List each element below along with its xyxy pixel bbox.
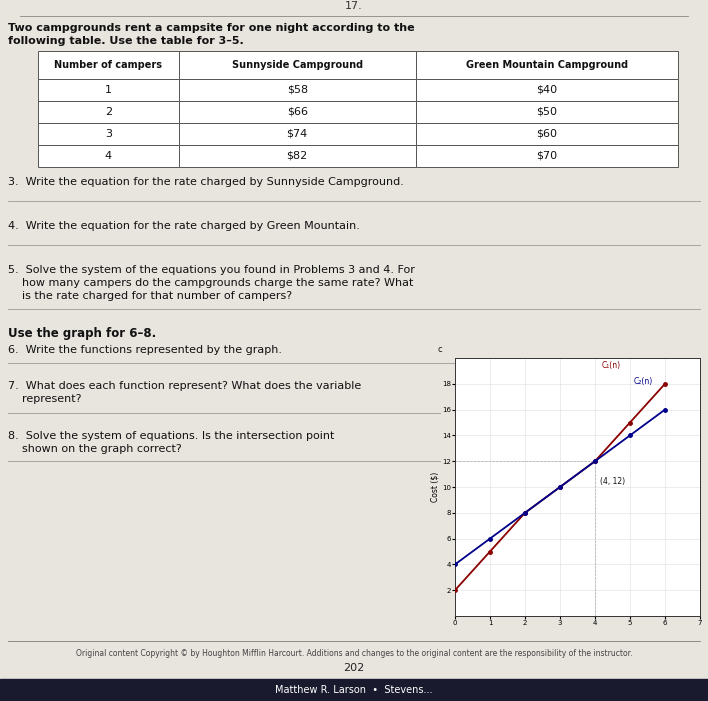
Text: $66: $66 xyxy=(287,107,308,117)
Y-axis label: Cost ($): Cost ($) xyxy=(430,472,439,502)
Text: Number of Dogs Walked: Number of Dogs Walked xyxy=(514,483,636,492)
Text: $70: $70 xyxy=(536,151,557,161)
Bar xyxy=(38,51,179,79)
Text: 4: 4 xyxy=(105,151,112,161)
Text: 5.  Solve the system of the equations you found in Problems 3 and 4. For: 5. Solve the system of the equations you… xyxy=(8,265,415,275)
Text: how many campers do the campgrounds charge the same rate? What: how many campers do the campgrounds char… xyxy=(8,278,413,288)
Bar xyxy=(179,145,416,167)
Bar xyxy=(38,101,179,123)
Text: 3: 3 xyxy=(105,129,112,139)
Text: Green Mountain Campground: Green Mountain Campground xyxy=(466,60,628,70)
Text: 2: 2 xyxy=(105,107,112,117)
Text: Original content Copyright © by Houghton Mifflin Harcourt. Additions and changes: Original content Copyright © by Houghton… xyxy=(76,649,632,658)
Bar xyxy=(416,101,678,123)
Text: 1: 1 xyxy=(105,85,112,95)
Bar xyxy=(179,51,416,79)
Text: 202: 202 xyxy=(343,663,365,673)
Text: shown on the graph correct?: shown on the graph correct? xyxy=(8,444,182,454)
Text: Sunnyside Campground: Sunnyside Campground xyxy=(232,60,362,70)
Text: c: c xyxy=(438,345,442,353)
Bar xyxy=(416,79,678,101)
Bar xyxy=(416,145,678,167)
Text: 3.  Write the equation for the rate charged by Sunnyside Campground.: 3. Write the equation for the rate charg… xyxy=(8,177,404,187)
Text: C₁(n): C₁(n) xyxy=(602,361,621,370)
Text: Use the graph for 6–8.: Use the graph for 6–8. xyxy=(8,327,156,340)
Bar xyxy=(38,123,179,145)
Text: n: n xyxy=(707,628,708,637)
Bar xyxy=(179,79,416,101)
Text: $82: $82 xyxy=(287,151,308,161)
Text: following table. Use the table for 3–5.: following table. Use the table for 3–5. xyxy=(8,36,244,46)
Text: 8.  Solve the system of equations. Is the intersection point: 8. Solve the system of equations. Is the… xyxy=(8,431,334,441)
Bar xyxy=(38,145,179,167)
Text: Number of campers: Number of campers xyxy=(55,60,162,70)
Text: 6.  Write the functions represented by the graph.: 6. Write the functions represented by th… xyxy=(8,345,282,355)
Bar xyxy=(416,51,678,79)
Bar xyxy=(179,101,416,123)
Text: 4.  Write the equation for the rate charged by Green Mountain.: 4. Write the equation for the rate charg… xyxy=(8,221,360,231)
Text: represent?: represent? xyxy=(8,394,81,404)
Bar xyxy=(179,123,416,145)
Text: $60: $60 xyxy=(536,129,557,139)
Bar xyxy=(0,679,708,701)
Text: $58: $58 xyxy=(287,85,308,95)
Text: Two campgrounds rent a campsite for one night according to the: Two campgrounds rent a campsite for one … xyxy=(8,23,415,33)
Bar xyxy=(416,123,678,145)
Text: 17.: 17. xyxy=(345,1,363,11)
Text: $50: $50 xyxy=(536,107,557,117)
Text: is the rate charged for that number of campers?: is the rate charged for that number of c… xyxy=(8,291,292,301)
Text: $40: $40 xyxy=(536,85,557,95)
Text: C₂(n): C₂(n) xyxy=(634,377,653,386)
Text: (4, 12): (4, 12) xyxy=(600,477,625,486)
Text: Matthew R. Larson  •  Stevens...: Matthew R. Larson • Stevens... xyxy=(275,685,433,695)
Text: 7.  What does each function represent? What does the variable: 7. What does each function represent? Wh… xyxy=(8,381,361,391)
Bar xyxy=(38,79,179,101)
Text: $74: $74 xyxy=(287,129,308,139)
